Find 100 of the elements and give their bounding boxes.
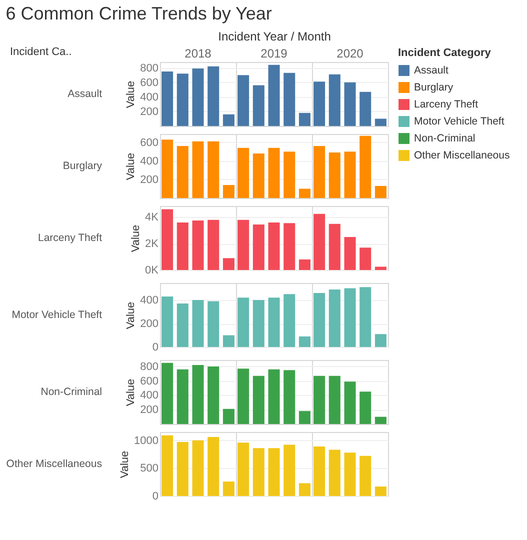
- bar: [284, 370, 296, 424]
- bar: [222, 185, 234, 198]
- bar: [176, 304, 188, 347]
- bar: [374, 416, 386, 424]
- bar: [374, 486, 386, 496]
- y-tick-label: 800: [140, 360, 158, 373]
- bar: [374, 266, 386, 270]
- y-tick-label: 800: [140, 62, 158, 74]
- bar: [252, 376, 264, 424]
- bar: [162, 209, 174, 270]
- text: Burglary: [62, 160, 103, 172]
- y-tick-label: 200: [140, 318, 158, 330]
- bar: [222, 335, 234, 347]
- bar: [374, 118, 386, 126]
- bar: [360, 136, 372, 198]
- bar: [314, 82, 326, 126]
- y-tick-label: 200: [140, 174, 158, 186]
- y-tick-label: 4K: [145, 212, 160, 224]
- bar: [238, 148, 250, 198]
- y-axis-title: Value: [125, 80, 138, 108]
- bar: [222, 114, 234, 126]
- x-axis-title: Incident Year / Month: [218, 30, 331, 44]
- bar: [238, 442, 250, 496]
- bar: [344, 452, 356, 496]
- bar: [298, 112, 310, 126]
- y-axis-title: Value: [130, 224, 142, 252]
- bar: [298, 336, 310, 347]
- bar: [268, 64, 280, 126]
- bar: [252, 448, 264, 496]
- bar: [374, 186, 386, 198]
- text: Motor Vehicle Theft: [12, 309, 102, 321]
- bar: [192, 220, 204, 270]
- bar: [238, 220, 250, 270]
- bar: [344, 237, 356, 270]
- y-tick-label: 0: [152, 490, 158, 502]
- bar: [162, 296, 174, 347]
- bar: [162, 71, 174, 126]
- bar: [298, 188, 310, 198]
- bar: [208, 66, 220, 126]
- bar: [222, 482, 234, 496]
- bar: [284, 444, 296, 496]
- bar: [192, 68, 204, 126]
- bar: [314, 292, 326, 347]
- y-tick-label: 400: [140, 390, 158, 402]
- legend-title: Incident Category: [398, 47, 492, 59]
- bar: [192, 300, 204, 347]
- bar: [284, 223, 296, 270]
- bar: [268, 448, 280, 496]
- bar: [176, 74, 188, 126]
- y-axis-title: Value: [125, 302, 138, 330]
- bar: [344, 382, 356, 424]
- y-tick-label: 2K: [145, 238, 160, 250]
- bar: [252, 300, 264, 347]
- bar: [192, 365, 204, 424]
- text: Larceny Theft: [38, 232, 102, 244]
- text: Non-Criminal: [40, 386, 102, 398]
- y-tick-label: 0K: [145, 264, 160, 276]
- category-label: Larceny Theft: [414, 98, 478, 110]
- bar: [268, 369, 280, 424]
- category-label: Non-Criminal: [414, 132, 476, 144]
- bar: [208, 220, 220, 270]
- bar: [162, 140, 174, 198]
- y-tick-label: 600: [140, 375, 158, 388]
- y-tick-label: 1000: [134, 434, 158, 447]
- bar: [252, 224, 264, 270]
- text: Other Miscellaneous: [6, 458, 102, 470]
- bar: [252, 153, 264, 198]
- bar: [360, 392, 372, 424]
- y-tick-label: 600: [140, 76, 158, 89]
- text: 6 Common Crime Trends by Year: [6, 4, 272, 24]
- category-label: Assault: [414, 64, 449, 76]
- bar: [298, 411, 310, 424]
- y-tick-label: 400: [140, 155, 158, 168]
- bar: [344, 288, 356, 347]
- bar: [208, 437, 220, 496]
- bar: [344, 82, 356, 126]
- y-axis-title: Value: [119, 450, 132, 478]
- bar: [328, 289, 340, 347]
- text: Assault: [68, 88, 102, 100]
- bar: [284, 152, 296, 198]
- bar: [176, 222, 188, 270]
- bar: [314, 376, 326, 424]
- category-label: Burglary: [414, 82, 454, 94]
- bar: [328, 74, 340, 126]
- bar: [176, 146, 188, 198]
- y-tick-label: 0: [152, 342, 158, 354]
- y-tick-label: 200: [140, 404, 158, 416]
- y-tick-label: 600: [140, 136, 158, 149]
- bar: [360, 92, 372, 126]
- bar: [314, 146, 326, 198]
- bar: [162, 435, 174, 496]
- bar: [328, 450, 340, 496]
- x-tick-label: 2019: [260, 46, 288, 60]
- y-tick-label: 500: [140, 462, 158, 475]
- y-tick-label: 400: [140, 91, 158, 104]
- bar: [252, 85, 264, 126]
- bar: [222, 408, 234, 424]
- bar: [314, 446, 326, 496]
- bar: [360, 456, 372, 496]
- text: Incident Ca..: [10, 46, 72, 58]
